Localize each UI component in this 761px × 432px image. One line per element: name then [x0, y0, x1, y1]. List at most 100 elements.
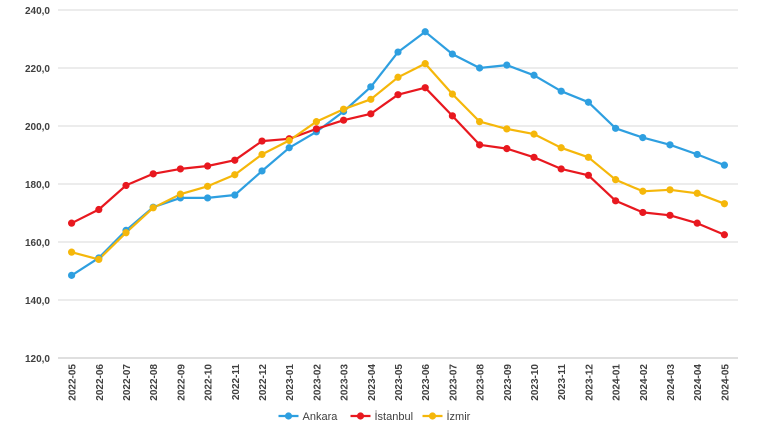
data-point-2-16: [503, 125, 511, 133]
legend-swatch-marker: [428, 412, 437, 420]
x-tick-label: 2023-08: [476, 364, 487, 401]
data-point-1-10: [340, 116, 348, 124]
data-point-1-18: [557, 165, 565, 173]
x-tick-label: 2022-05: [68, 364, 79, 401]
data-point-2-15: [476, 118, 484, 126]
data-point-1-11: [367, 110, 375, 118]
legend-label: Ankara: [303, 411, 339, 423]
x-tick-label: 2024-05: [720, 364, 731, 401]
data-point-1-16: [503, 145, 511, 153]
data-point-2-12: [394, 73, 402, 81]
data-point-1-6: [231, 156, 239, 164]
data-point-2-6: [231, 171, 239, 179]
data-point-2-22: [666, 186, 674, 194]
x-tick-label: 2022-06: [95, 364, 106, 401]
data-point-1-4: [176, 165, 184, 173]
data-point-0-14: [448, 50, 456, 58]
x-tick-label: 2022-12: [258, 364, 269, 401]
data-point-1-2: [122, 181, 130, 190]
data-point-1-9: [312, 125, 320, 133]
data-point-0-7: [258, 167, 266, 175]
data-point-2-1: [95, 255, 103, 263]
data-point-2-20: [612, 176, 620, 184]
data-point-1-20: [612, 197, 620, 205]
data-point-0-16: [503, 61, 511, 69]
data-point-0-8: [285, 144, 293, 152]
y-tick-label: 160,0: [25, 238, 50, 249]
x-tick-label: 2024-02: [639, 364, 650, 401]
y-tick-label: 240,0: [25, 6, 50, 17]
data-point-1-24: [720, 231, 729, 239]
legend-entry-1: İstanbul: [350, 410, 414, 423]
x-tick-label: 2023-01: [285, 364, 296, 401]
legend-entry-0: Ankara: [278, 411, 339, 423]
data-point-1-7: [258, 137, 266, 145]
data-point-1-21: [639, 208, 647, 217]
legend-swatch-marker: [356, 412, 365, 420]
data-point-0-20: [612, 124, 620, 132]
x-axis: 2022-05 2022-06 2022-07 2022-08 2022-09 2022-…: [58, 357, 738, 401]
data-point-2-19: [584, 153, 593, 161]
y-tick-label: 120,0: [25, 354, 50, 365]
x-tick-label: 2023-11: [557, 364, 568, 401]
data-point-2-0: [68, 248, 76, 256]
data-point-1-23: [693, 219, 701, 227]
data-point-1-13: [421, 84, 429, 92]
y-tick-label: 220,0: [25, 64, 50, 75]
data-point-2-21: [639, 187, 647, 195]
x-tick-label: 2023-12: [584, 364, 595, 401]
data-point-2-24: [720, 200, 729, 208]
x-tick-label: 2022-09: [176, 364, 187, 401]
x-tick-label: 2023-06: [421, 364, 432, 401]
legend: Ankara İstanbul İzmir: [278, 410, 471, 423]
legend-label: İstanbul: [375, 410, 414, 423]
data-point-1-3: [149, 170, 157, 178]
data-point-2-10: [340, 105, 348, 113]
x-tick-label: 2022-10: [204, 364, 215, 401]
data-point-2-2: [122, 229, 130, 237]
data-point-2-14: [448, 90, 456, 98]
data-point-0-13: [421, 28, 429, 36]
x-tick-label: 2023-05: [394, 364, 405, 401]
data-point-1-14: [448, 112, 456, 120]
legend-label: İzmir: [447, 410, 471, 423]
x-tick-label: 2022-08: [149, 364, 160, 401]
legend-swatch-marker: [284, 412, 293, 420]
x-tick-label: 2024-01: [612, 364, 623, 401]
data-point-0-6: [231, 191, 239, 199]
data-point-0-24: [720, 161, 729, 169]
data-point-1-5: [204, 162, 212, 170]
data-point-1-1: [95, 205, 103, 214]
data-point-1-17: [530, 153, 538, 161]
data-point-1-19: [584, 171, 593, 179]
data-point-0-17: [530, 71, 538, 79]
x-tick-label: 2023-03: [340, 364, 351, 401]
x-tick-label: 2023-07: [448, 364, 459, 401]
x-tick-label: 2023-09: [503, 364, 514, 401]
data-point-2-23: [693, 189, 701, 197]
data-point-0-15: [476, 64, 484, 72]
x-tick-label: 2023-04: [367, 364, 378, 401]
data-point-0-12: [394, 48, 402, 56]
data-point-1-22: [666, 211, 674, 219]
legend-entry-2: İzmir: [422, 410, 471, 423]
x-tick-label: 2024-04: [693, 364, 704, 401]
y-axis: 120,0 140,0 160,0 180,0 200,0 220,0 240,0: [25, 6, 50, 365]
data-point-0-22: [666, 141, 674, 149]
data-point-2-3: [149, 204, 157, 212]
data-point-2-13: [421, 60, 429, 68]
data-point-2-18: [557, 144, 565, 152]
data-point-2-8: [285, 136, 293, 145]
data-point-0-18: [557, 87, 565, 95]
x-tick-label: 2022-11: [231, 364, 242, 401]
data-point-2-17: [530, 130, 538, 138]
data-point-0-19: [584, 98, 593, 106]
x-tick-label: 2024-03: [666, 364, 677, 401]
data-point-2-5: [204, 182, 212, 190]
x-tick-label: 2023-02: [312, 364, 323, 401]
y-tick-label: 140,0: [25, 296, 50, 307]
data-point-2-9: [312, 118, 320, 126]
data-point-2-7: [258, 150, 266, 159]
